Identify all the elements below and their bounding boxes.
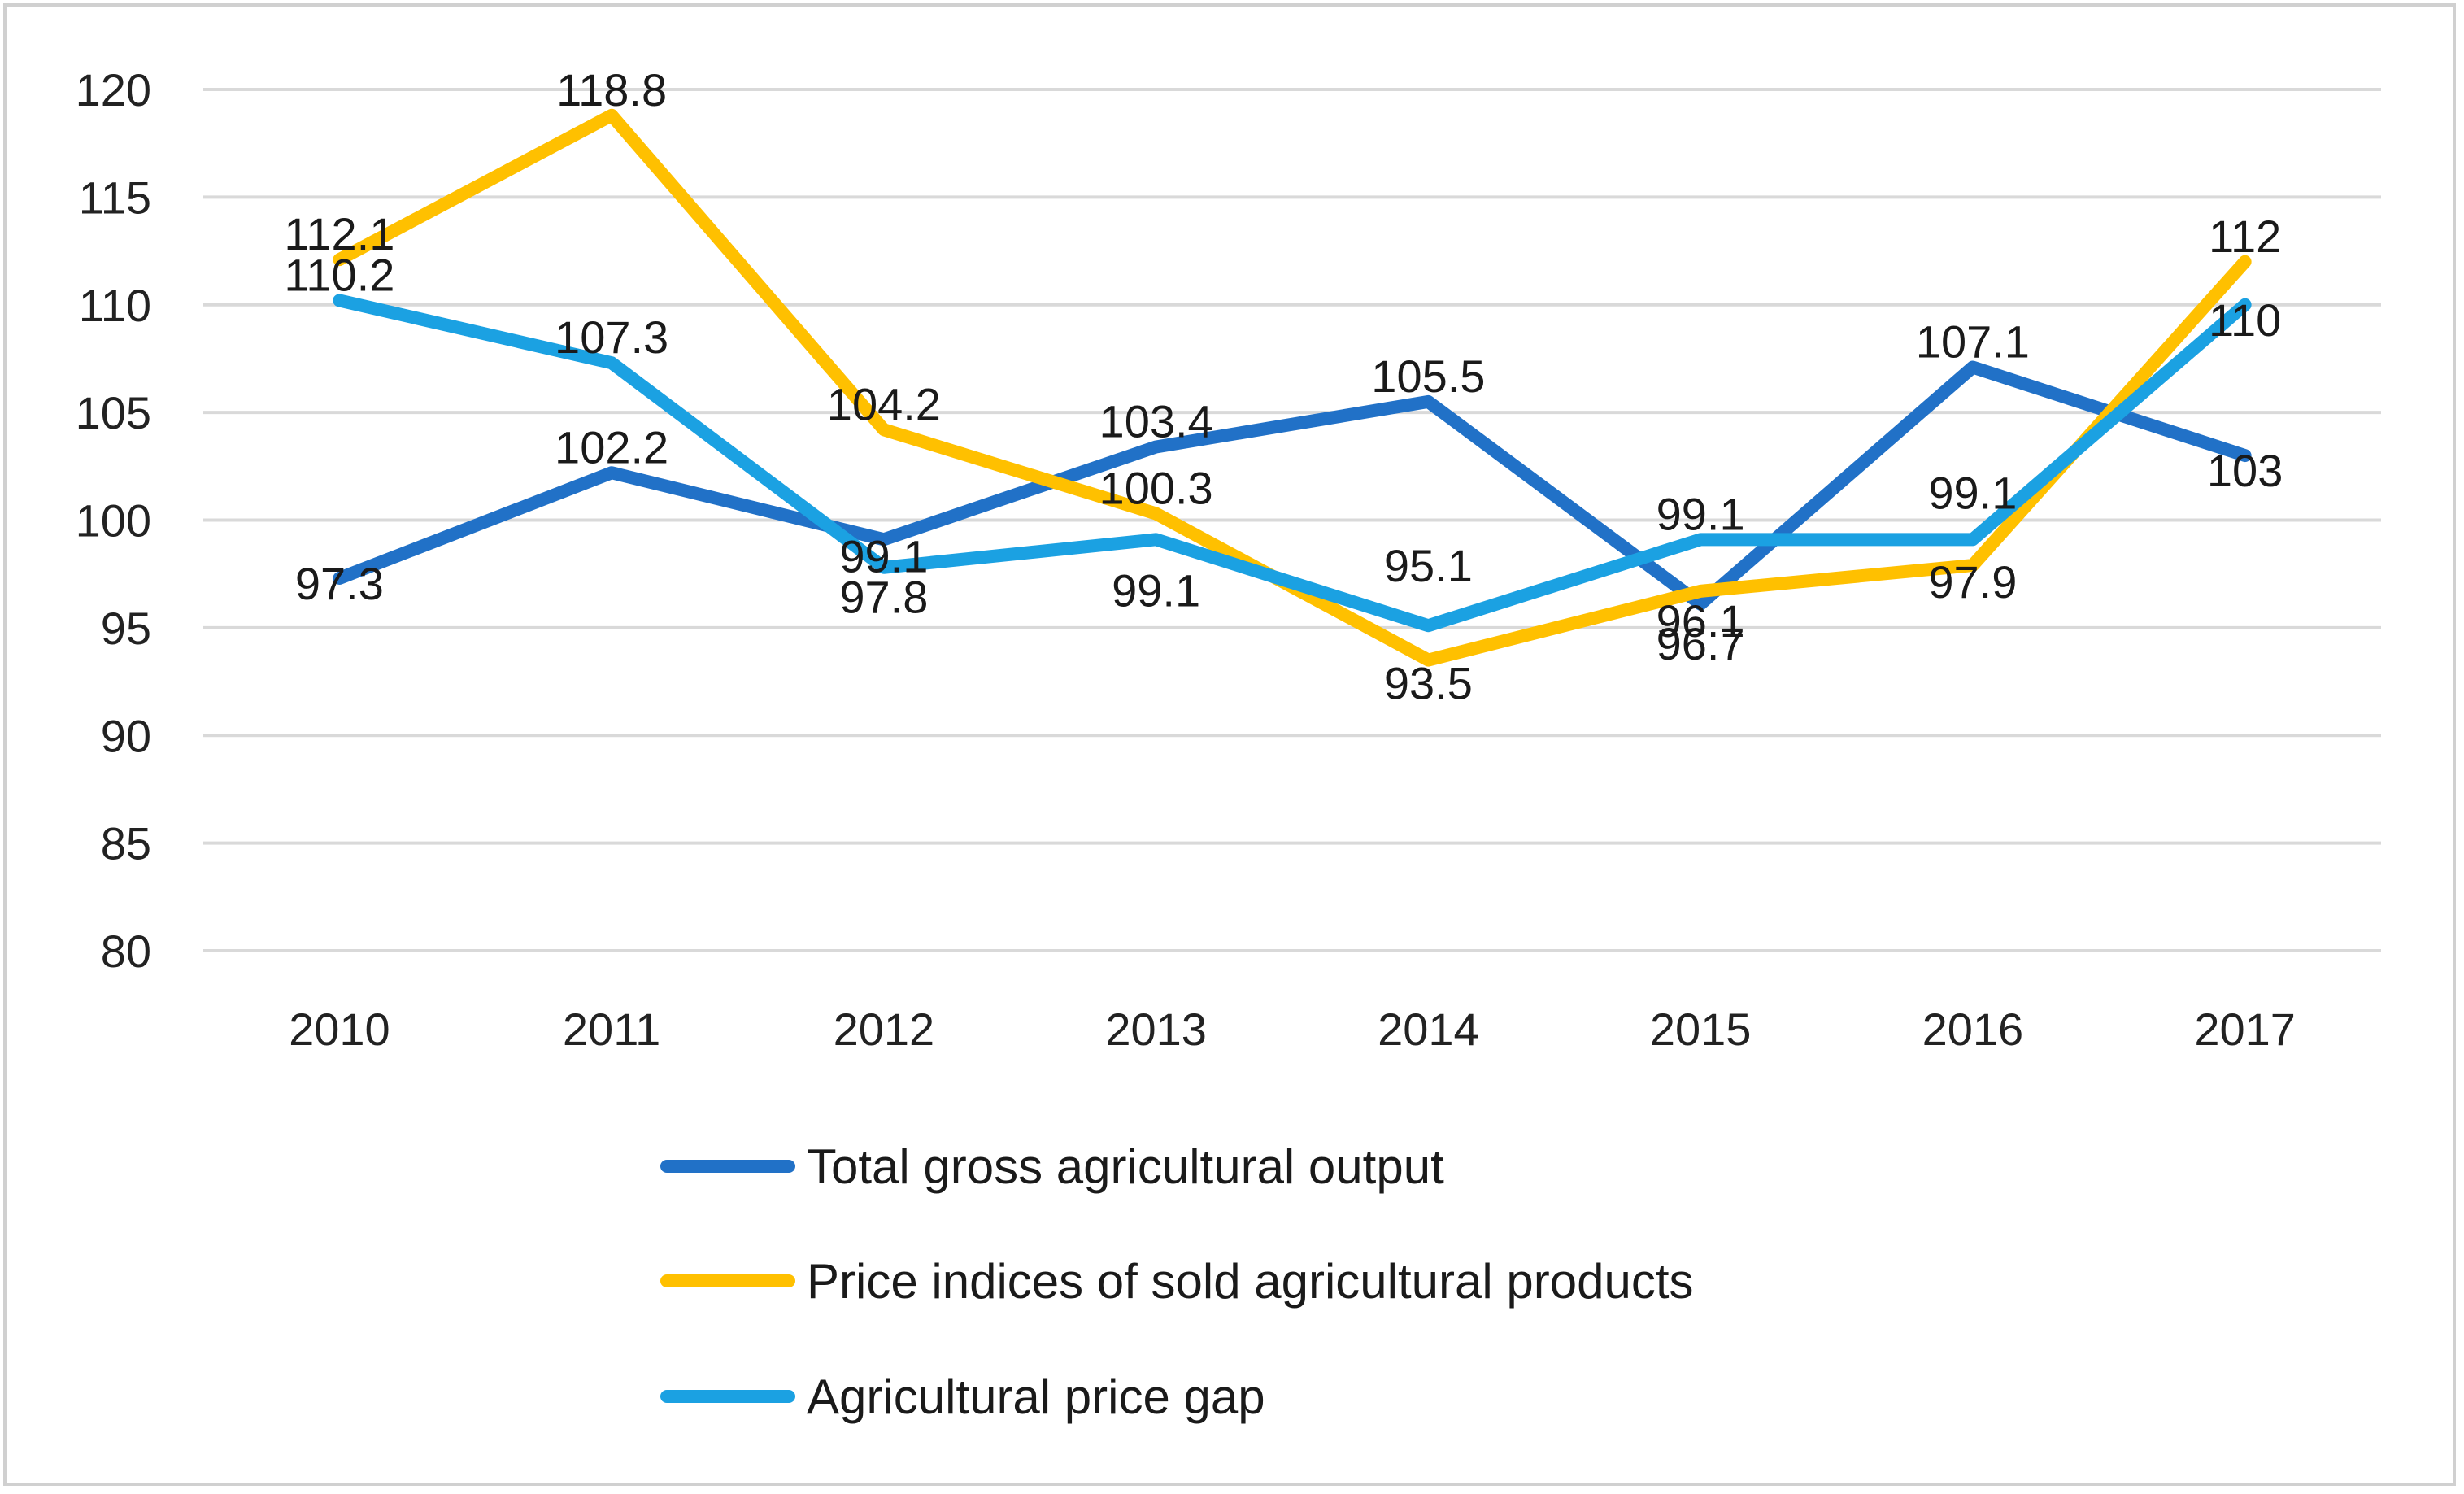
data-label: 95.1 bbox=[1384, 540, 1473, 591]
x-tick-label: 2016 bbox=[1922, 1004, 2024, 1055]
legend-label: Total gross agricultural output bbox=[807, 1139, 1444, 1194]
data-label: 110.2 bbox=[284, 249, 394, 300]
y-axis-ticks: 80 85 90 95 100 105 110 115 120 bbox=[76, 64, 151, 977]
x-tick-label: 2017 bbox=[2194, 1004, 2296, 1055]
legend-label: Price indices of sold agricultural produ… bbox=[807, 1254, 1694, 1309]
y-tick-label: 100 bbox=[76, 495, 151, 547]
data-label: 105.5 bbox=[1371, 351, 1485, 402]
series-line-3 bbox=[333, 294, 2252, 633]
x-tick-label: 2013 bbox=[1105, 1004, 1207, 1055]
y-tick-label: 110 bbox=[79, 280, 151, 331]
data-label: 102.2 bbox=[555, 421, 668, 473]
data-label: 93.5 bbox=[1384, 658, 1473, 709]
chart-frame bbox=[3, 3, 2456, 1486]
y-tick-label: 85 bbox=[101, 818, 151, 869]
x-tick-label: 2011 bbox=[563, 1004, 660, 1055]
data-label: 99.1 bbox=[1112, 564, 1200, 616]
y-tick-label: 105 bbox=[76, 387, 151, 438]
series-lines bbox=[333, 108, 2252, 667]
data-label: 112.1 bbox=[284, 208, 394, 259]
x-tick-label: 2015 bbox=[1650, 1004, 1752, 1055]
data-label: 103.4 bbox=[1099, 395, 1213, 446]
x-tick-label: 2012 bbox=[834, 1004, 935, 1055]
y-tick-label: 120 bbox=[76, 64, 151, 115]
x-tick-label: 2014 bbox=[1378, 1004, 1479, 1055]
data-label: 112 bbox=[2209, 211, 2281, 262]
y-tick-label: 115 bbox=[79, 172, 151, 223]
data-label: 97.3 bbox=[295, 558, 384, 609]
data-label: 100.3 bbox=[1099, 463, 1213, 514]
series-line-1 bbox=[333, 360, 2252, 611]
data-label: 107.1 bbox=[1916, 316, 2030, 368]
data-label: 103 bbox=[2207, 445, 2283, 496]
data-label: 104.2 bbox=[827, 378, 941, 429]
legend: Total gross agricultural output Price ind… bbox=[660, 1139, 1694, 1424]
y-tick-label: 90 bbox=[101, 710, 151, 761]
data-label: 99.1 bbox=[1656, 488, 1745, 539]
data-label: 118.8 bbox=[556, 64, 667, 115]
gridlines bbox=[203, 88, 2381, 952]
data-label: 96.1 bbox=[1656, 595, 1745, 647]
data-label: 99.1 bbox=[839, 530, 928, 581]
data-label: 107.3 bbox=[555, 311, 668, 363]
data-label: 97.8 bbox=[839, 572, 928, 623]
legend-label: Agricultural price gap bbox=[807, 1370, 1265, 1424]
y-tick-label: 80 bbox=[101, 926, 151, 977]
data-label: 99.1 bbox=[1928, 467, 2017, 518]
data-label: 97.9 bbox=[1928, 556, 2017, 608]
data-labels: 97.3 102.2 99.1 103.4 105.5 96.1 107.1 103 112.1… bbox=[284, 64, 2283, 709]
data-label: 110 bbox=[2209, 294, 2281, 346]
y-tick-label: 95 bbox=[101, 603, 151, 654]
x-axis-ticks: 2010 2011 2012 2013 2014 2015 2016 2017 bbox=[289, 1004, 2296, 1055]
x-tick-label: 2010 bbox=[289, 1004, 390, 1055]
data-label: 96.7 bbox=[1656, 618, 1745, 669]
